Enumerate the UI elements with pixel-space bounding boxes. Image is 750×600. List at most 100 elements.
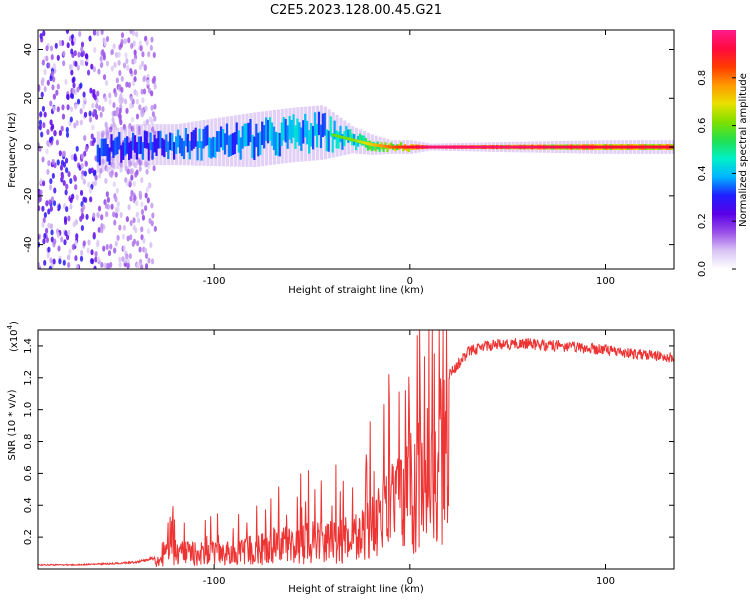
heatmap-noise-cell [126, 168, 130, 175]
heatmap-noise-cell [82, 178, 86, 185]
heatmap-noise-cell [113, 219, 117, 226]
heatmap-ridge-cell [104, 138, 107, 157]
heatmap-noise-cell [97, 205, 102, 212]
heatmap-noise-cell [129, 234, 133, 241]
heatmap-ridge-cell [265, 117, 268, 141]
heatmap-ridge-cell [290, 119, 293, 144]
heatmap-noise-cell [132, 40, 136, 47]
heatmap-noise-cell [141, 51, 145, 58]
heatmap-noise-cell [125, 81, 129, 88]
heatmap-noise-cell [53, 129, 57, 136]
heatmap-peak-cell [476, 145, 479, 149]
heatmap-peak-cell [591, 145, 595, 149]
heatmap-ridge-cell [288, 116, 291, 140]
heatmap-peak-cell [542, 145, 546, 149]
heatmap-ridge-cell [327, 130, 330, 152]
heatmap-peak-cell [527, 145, 530, 149]
heatmap-noise-cell [114, 91, 118, 98]
heatmap-noise-cell [93, 265, 97, 269]
heatmap-noise-cell [135, 113, 140, 120]
heatmap-noise-cell [139, 45, 143, 52]
heatmap-noise-cell [129, 67, 133, 74]
spectrogram-heatmap [38, 30, 674, 269]
heatmap-noise-cell [132, 238, 137, 245]
heatmap-ridge-cell [124, 137, 127, 156]
heatmap-ridge-cell [349, 129, 352, 142]
heatmap-peak-cell [407, 145, 411, 149]
heatmap-noise-cell [119, 166, 123, 173]
heatmap-noise-cell [47, 208, 51, 215]
heatmap-noise-cell [96, 90, 100, 97]
heatmap-ridge-cell [310, 123, 313, 147]
heatmap-noise-cell [84, 160, 88, 167]
heatmap-noise-cell [130, 190, 134, 197]
heatmap-noise-cell [106, 196, 111, 203]
heatmap-noise-cell [83, 170, 87, 177]
heatmap-noise-cell [91, 140, 95, 147]
heatmap-noise-cell [90, 258, 94, 265]
heatmap-ridge-cell [337, 131, 340, 149]
heatmap-peak-cell [517, 145, 520, 149]
heatmap-ridge-cell [321, 113, 324, 138]
heatmap-peak-cell [654, 145, 657, 149]
heatmap-ridge-cell [163, 139, 166, 158]
heatmap-noise-cell [152, 51, 156, 58]
heatmap-noise-cell [89, 196, 93, 203]
heatmap-noise-cell [130, 174, 134, 181]
heatmap-ridge-cell [143, 130, 146, 149]
heatmap-noise-cell [38, 205, 41, 212]
snr-x-tick-label: -100 [203, 576, 226, 587]
heatmap-peak-cell [458, 145, 461, 149]
spectrogram-x-tick-label: 0 [407, 276, 413, 287]
heatmap-noise-cell [47, 246, 51, 253]
heatmap-peak-cell [472, 145, 475, 149]
heatmap-peak-cell [492, 145, 495, 149]
heatmap-noise-cell [80, 225, 84, 232]
heatmap-ridge-cell [102, 138, 105, 157]
heatmap-noise-cell [120, 38, 124, 45]
heatmap-noise-cell [52, 62, 56, 69]
heatmap-noise-cell [69, 116, 73, 123]
heatmap-peak-cell [531, 145, 534, 149]
heatmap-noise-cell [96, 212, 100, 219]
heatmap-peak-cell [617, 145, 620, 149]
heatmap-noise-cell [114, 171, 118, 178]
heatmap-ridge-cell [360, 135, 364, 146]
heatmap-noise-cell [153, 225, 157, 232]
heatmap-peak-cell [587, 145, 591, 149]
heatmap-ridge-cell [386, 145, 389, 153]
heatmap-noise-cell [118, 261, 122, 268]
heatmap-peak-cell [554, 145, 557, 149]
heatmap-peak-cell [605, 145, 608, 149]
heatmap-noise-cell [146, 197, 150, 204]
heatmap-ridge-cell [249, 119, 252, 143]
heatmap-peak-cell [356, 139, 360, 143]
heatmap-noise-cell [118, 224, 122, 231]
heatmap-noise-cell [151, 212, 155, 219]
heatmap-ridge-cell [171, 133, 174, 151]
heatmap-peak-cell [351, 138, 354, 142]
heatmap-noise-cell [47, 62, 51, 69]
heatmap-peak-cell [507, 145, 510, 149]
heatmap-noise-cell [97, 226, 101, 233]
heatmap-noise-cell [100, 227, 104, 234]
heatmap-noise-cell [127, 204, 131, 211]
heatmap-noise-cell [103, 40, 107, 47]
heatmap-noise-cell [61, 104, 65, 111]
heatmap-noise-cell [88, 110, 92, 117]
heatmap-noise-cell [96, 239, 100, 246]
heatmap-noise-cell [77, 51, 81, 58]
heatmap-ridge-cell [280, 122, 283, 146]
heatmap-noise-cell [104, 79, 109, 86]
heatmap-noise-cell [62, 180, 66, 187]
heatmap-noise-cell [80, 249, 84, 256]
heatmap-noise-cell [109, 243, 113, 250]
snr-y-multiplier-close: ) [9, 321, 20, 325]
heatmap-ridge-cell [110, 134, 113, 152]
heatmap-ridge-cell [106, 143, 109, 162]
heatmap-noise-cell [100, 214, 104, 221]
heatmap-noise-cell [134, 171, 138, 178]
heatmap-noise-cell [47, 160, 51, 167]
heatmap-noise-cell [54, 42, 58, 49]
heatmap-ridge-cell [270, 122, 274, 146]
